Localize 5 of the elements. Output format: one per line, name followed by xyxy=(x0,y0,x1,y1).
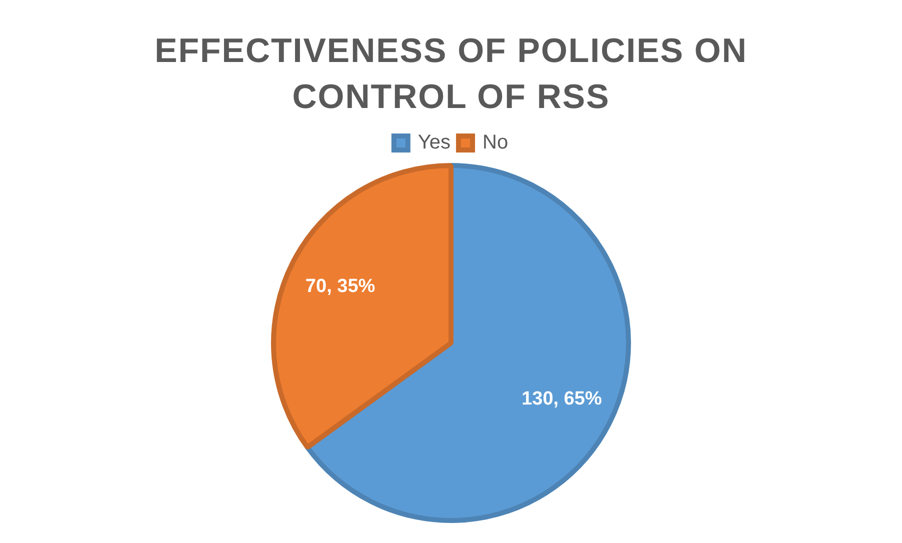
legend-label: Yes xyxy=(418,132,451,154)
chart-title: EFFECTIVENESS OF POLICIES ON CONTROL OF RSS xyxy=(154,31,748,118)
data-label: 70, 35% xyxy=(305,276,376,297)
data-label: 130, 65% xyxy=(522,388,602,410)
legend-label: No xyxy=(482,132,508,154)
